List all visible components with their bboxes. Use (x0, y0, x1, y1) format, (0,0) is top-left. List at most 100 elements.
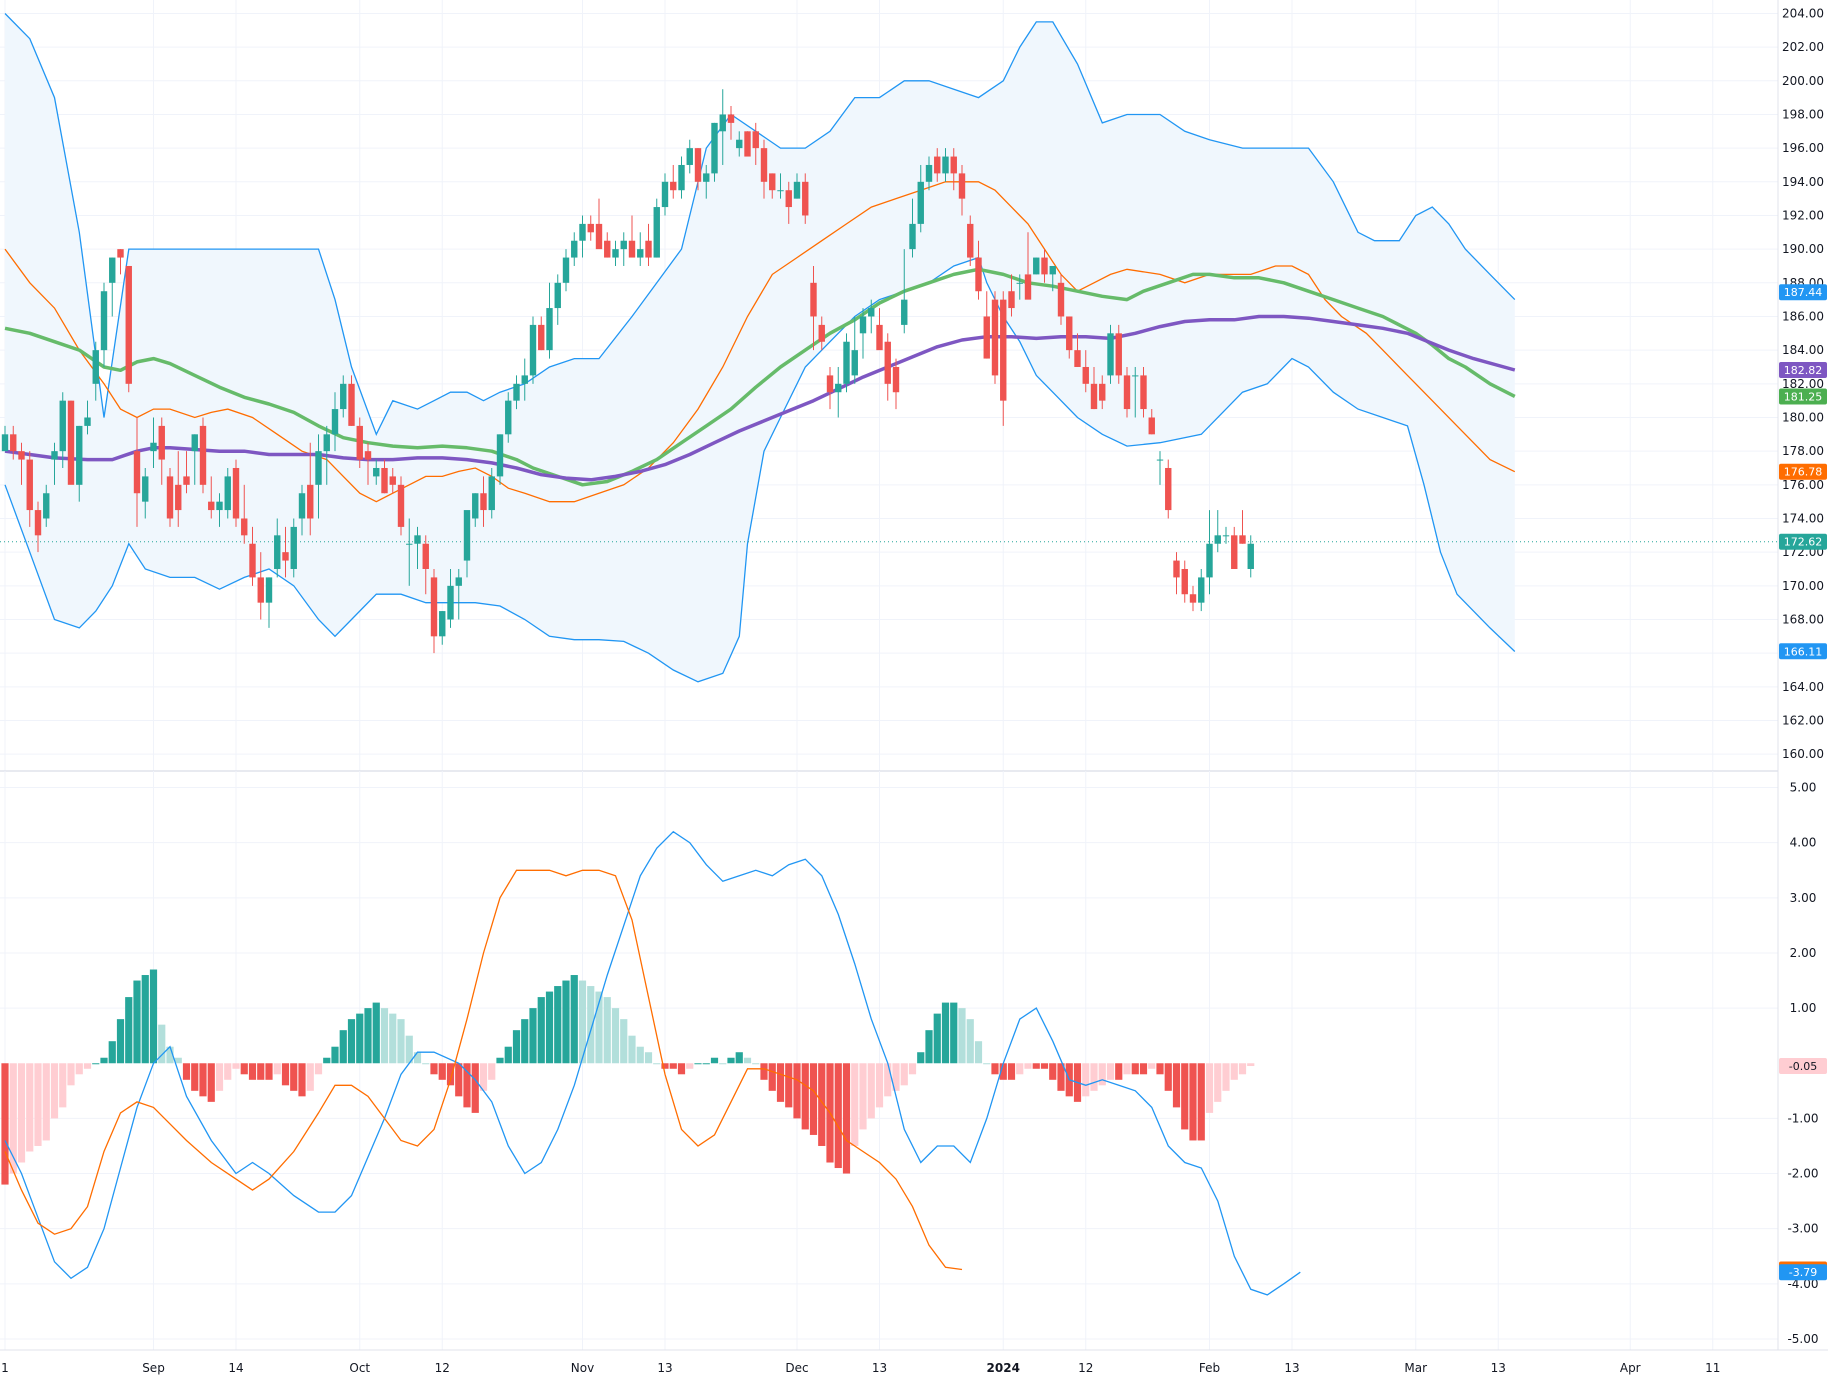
macd-histogram-bar[interactable] (158, 1024, 166, 1064)
candle[interactable] (381, 459, 388, 494)
candle[interactable] (232, 459, 240, 527)
candle[interactable] (224, 467, 231, 519)
candle[interactable] (752, 122, 759, 165)
candle[interactable] (43, 484, 50, 527)
candle[interactable] (406, 518, 413, 586)
candle[interactable] (612, 240, 619, 266)
macd-histogram-bar[interactable] (644, 1052, 653, 1064)
macd-histogram-bar[interactable] (1032, 1063, 1040, 1069)
candle[interactable] (1000, 291, 1007, 426)
candle[interactable] (1165, 459, 1172, 519)
candle[interactable] (1239, 510, 1246, 544)
candle[interactable] (843, 333, 850, 393)
macd-histogram-bar[interactable] (42, 1063, 50, 1141)
macd-histogram-bar[interactable] (760, 1063, 768, 1080)
price-axis[interactable]: 204.00 202.00 200.00 198.00 196.00 194.00 192.… (1777, 0, 1828, 1350)
candle[interactable] (414, 526, 421, 569)
candle[interactable] (455, 568, 462, 620)
macd-histogram-bar[interactable] (1222, 1063, 1230, 1091)
macd-histogram-bar[interactable] (974, 1041, 983, 1064)
candle[interactable] (1115, 324, 1122, 384)
candle[interactable] (678, 156, 685, 199)
macd-histogram-bar[interactable] (9, 1063, 17, 1174)
candle[interactable] (1222, 526, 1230, 544)
candle[interactable] (364, 442, 372, 485)
macd-histogram-bar[interactable] (479, 1063, 488, 1091)
candle[interactable] (521, 358, 528, 401)
candle[interactable] (199, 417, 207, 494)
macd-histogram-bar[interactable] (1098, 1063, 1106, 1086)
candle[interactable] (579, 215, 586, 258)
candle[interactable] (10, 425, 17, 460)
candle[interactable] (439, 611, 446, 645)
macd-histogram-bar[interactable] (1024, 1063, 1032, 1069)
macd-histogram-bar[interactable] (364, 1008, 372, 1064)
macd-histogram-bar[interactable] (1148, 1063, 1156, 1069)
macd-histogram-bar[interactable] (108, 1041, 116, 1064)
candle[interactable] (290, 518, 297, 578)
macd-histogram-bar[interactable] (735, 1052, 743, 1064)
macd-histogram-bar[interactable] (925, 1030, 933, 1064)
candle[interactable] (356, 417, 363, 468)
candle[interactable] (34, 501, 42, 553)
macd-histogram-bar[interactable] (537, 997, 545, 1064)
macd-histogram-bar[interactable] (100, 1057, 108, 1064)
macd-histogram-bar[interactable] (611, 1008, 620, 1064)
candle[interactable] (208, 476, 215, 519)
macd-histogram-bar[interactable] (347, 1019, 356, 1064)
candle[interactable] (331, 392, 339, 452)
candle[interactable] (67, 400, 75, 485)
macd-histogram-bar[interactable] (438, 1063, 446, 1080)
candle[interactable] (430, 568, 438, 654)
candle[interactable] (1198, 568, 1205, 612)
candle[interactable] (901, 249, 908, 334)
candle[interactable] (158, 417, 165, 485)
macd-histogram-bar[interactable] (389, 1013, 397, 1064)
macd-histogram-bar[interactable] (207, 1063, 215, 1102)
macd-histogram-bar[interactable] (578, 980, 587, 1064)
macd-histogram-bar[interactable] (149, 969, 158, 1064)
candle[interactable] (257, 552, 264, 620)
candle[interactable] (307, 442, 314, 536)
macd-histogram-bar[interactable] (669, 1063, 677, 1069)
macd-histogram-bar[interactable] (281, 1063, 290, 1086)
candle[interactable] (142, 467, 149, 519)
macd-histogram-bar[interactable] (917, 1052, 925, 1064)
macd-pane[interactable] (0, 771, 1778, 1350)
candle[interactable] (934, 148, 941, 182)
macd-histogram-bar[interactable] (842, 1063, 851, 1174)
candle[interactable] (1181, 560, 1188, 603)
macd-histogram-bar[interactable] (488, 1063, 496, 1080)
macd-histogram-bar[interactable] (75, 1063, 83, 1075)
candle[interactable] (1049, 265, 1056, 292)
macd-histogram-bar[interactable] (232, 1063, 240, 1069)
macd-histogram-bar[interactable] (446, 1063, 455, 1086)
candle[interactable] (340, 375, 347, 418)
candle[interactable] (793, 173, 801, 199)
macd-histogram-bar[interactable] (1040, 1063, 1049, 1069)
candle[interactable] (422, 535, 429, 595)
candle[interactable] (571, 232, 578, 266)
candle[interactable] (274, 518, 281, 578)
macd-histogram-bar[interactable] (174, 1057, 182, 1064)
macd-histogram-bar[interactable] (1007, 1063, 1016, 1080)
candle[interactable] (389, 467, 396, 494)
candle[interactable] (191, 434, 198, 485)
candle[interactable] (884, 333, 891, 401)
macd-histogram-bar[interactable] (240, 1063, 248, 1075)
candle[interactable] (1016, 274, 1023, 300)
candle[interactable] (711, 122, 718, 182)
candle[interactable] (1066, 316, 1073, 359)
candle[interactable] (463, 510, 471, 578)
macd-histogram-bar[interactable] (1205, 1063, 1214, 1113)
candle[interactable] (1, 425, 9, 452)
macd-histogram-bar[interactable] (356, 1013, 364, 1064)
candle[interactable] (810, 265, 817, 351)
macd-histogram-bar[interactable] (26, 1063, 34, 1152)
macd-histogram-bar[interactable] (1247, 1063, 1255, 1067)
candle[interactable] (719, 89, 726, 165)
macd-histogram-bar[interactable] (397, 1019, 405, 1064)
macd-histogram-bar[interactable] (776, 1063, 785, 1102)
candle[interactable] (1148, 409, 1155, 435)
